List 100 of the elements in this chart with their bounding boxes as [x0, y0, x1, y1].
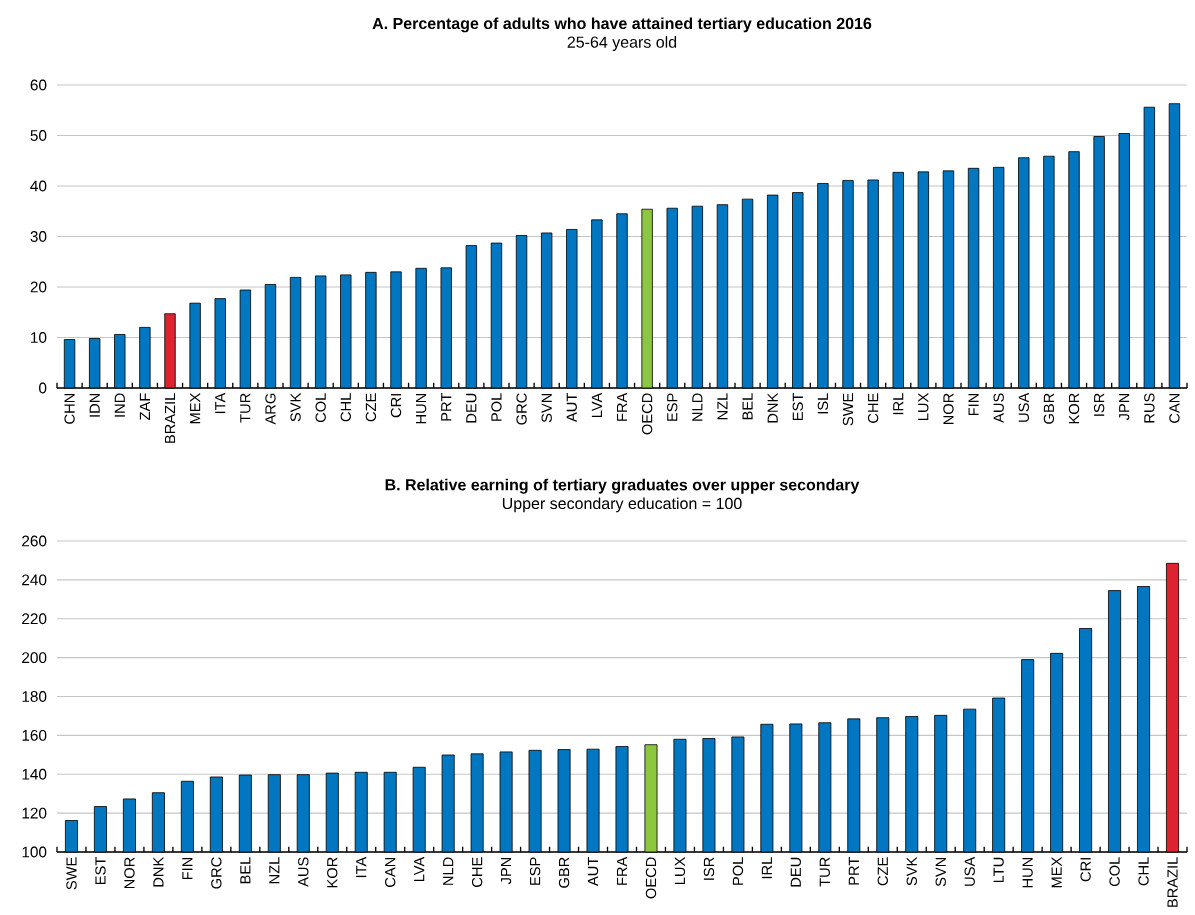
x-tick-label: LVA: [414, 856, 425, 882]
x-tick-label: SWE: [842, 393, 854, 426]
x-tick-label: ESP: [529, 857, 541, 885]
x-tick-label: DNK: [153, 856, 164, 887]
y-tick-label: 140: [22, 768, 47, 780]
y-tick-label: 50: [30, 130, 47, 141]
x-tick-label: AUS: [298, 857, 309, 887]
x-tick-label: AUT: [587, 857, 599, 887]
x-tick-label: CHN: [64, 393, 75, 424]
x-tick-label: GRC: [211, 857, 222, 889]
x-tick-label: HUN: [1022, 857, 1033, 888]
x-tick-label: DEU: [466, 393, 477, 423]
x-tick-label: CAN: [1169, 393, 1180, 423]
x-tick-label: BEL: [240, 857, 251, 884]
x-tick-label: NLD: [443, 857, 454, 885]
chart-subtitle: 25-64 years old: [567, 36, 677, 51]
y-tick-label: 180: [22, 691, 47, 702]
x-tick-label: LUX: [918, 393, 929, 421]
x-tick-label: HUN: [416, 393, 427, 424]
x-tick-label: POL: [732, 857, 744, 885]
x-tick-label: ISR: [1093, 393, 1105, 416]
x-tick-label: NOR: [943, 393, 954, 425]
x-tick-label: RUS: [1144, 393, 1155, 423]
x-tick-label: EST: [792, 393, 803, 421]
x-tick-label: CRI: [390, 394, 402, 418]
x-tick-label: KOR: [1068, 393, 1080, 424]
x-tick-label: ISR: [703, 857, 715, 880]
y-tick-label: 40: [30, 180, 47, 192]
x-tick-label: NLD: [692, 393, 703, 421]
y-tick-label: 240: [22, 574, 47, 586]
x-tick-label: CHL: [1138, 857, 1149, 886]
x-tick-label: IRL: [893, 393, 904, 415]
x-tick-label: USA: [1018, 392, 1029, 422]
x-tick-label: NZL: [269, 857, 280, 884]
x-tick-label: FIN: [182, 857, 193, 880]
y-tick-label: 260: [22, 535, 47, 547]
y-tick-label: 30: [30, 231, 47, 242]
x-tick-label: CRI: [1080, 858, 1091, 882]
y-tick-label: 200: [22, 652, 47, 664]
x-tick-label: FRA: [616, 856, 628, 885]
x-tick-label: PRT: [441, 393, 452, 421]
x-tick-label: JPN: [501, 857, 512, 885]
x-tick-label: OECD: [641, 393, 653, 435]
chart-subtitle: Upper secondary education = 100: [502, 497, 742, 513]
x-tick-label: CAN: [385, 857, 396, 887]
x-tick-label: ISL: [817, 393, 829, 414]
x-tick-label: BEL: [742, 393, 753, 420]
x-tick-label: CHE: [471, 857, 483, 887]
x-tick-label: PRT: [848, 857, 859, 885]
y-tick-label: 60: [30, 79, 47, 91]
y-tick-label: 0: [39, 382, 47, 394]
y-tick-label: 160: [22, 729, 47, 741]
x-tick-label: ZAF: [139, 393, 150, 420]
x-tick-label: LUX: [674, 857, 686, 885]
x-tick-label: IRL: [761, 857, 772, 879]
x-tick-label: DEU: [790, 857, 801, 887]
x-tick-label: USA: [964, 856, 975, 886]
x-tick-label: AUT: [566, 393, 577, 423]
chart-title: A. Percentage of adults who have attained tertiary education 2016: [372, 17, 872, 33]
x-tick-label: CZE: [877, 857, 888, 886]
x-tick-label: BRAZIL: [1167, 857, 1178, 907]
x-tick-label: POL: [491, 393, 502, 421]
y-tick-label: 120: [22, 807, 47, 819]
x-tick-label: TUR: [819, 857, 830, 887]
x-tick-label: GRC: [516, 393, 527, 425]
x-tick-label: DNK: [767, 392, 778, 423]
x-tick-label: ESP: [667, 393, 678, 421]
x-tick-label: CZE: [365, 393, 377, 422]
y-tick-label: 20: [30, 281, 47, 293]
x-tick-label: ITA: [356, 856, 367, 878]
x-tick-label: SVN: [935, 857, 946, 887]
y-tick-label: 10: [31, 332, 47, 343]
x-tick-label: FRA: [616, 392, 628, 421]
x-tick-label: IND: [114, 393, 125, 417]
x-tick-label: SVN: [541, 393, 552, 423]
x-tick-label: MEX: [1051, 857, 1062, 888]
x-tick-label: JPN: [1119, 393, 1130, 421]
x-tick-label: NZL: [717, 393, 728, 420]
y-tick-label: 220: [22, 613, 47, 625]
x-tick-label: SVK: [290, 392, 301, 422]
x-tick-label: LTU: [993, 857, 1004, 883]
x-tick-label: GBR: [558, 857, 570, 888]
x-tick-label: IDN: [89, 393, 100, 417]
x-tick-label: AUS: [993, 393, 1004, 423]
x-tick-label: FIN: [968, 393, 979, 416]
x-tick-label: ARG: [265, 393, 276, 425]
x-tick-label: TUR: [240, 393, 251, 423]
x-tick-label: LVA: [591, 392, 602, 418]
x-tick-label: CHE: [867, 393, 879, 423]
x-tick-label: MEX: [190, 393, 201, 424]
x-tick-label: GBR: [1043, 393, 1055, 424]
chart-title: B. Relative earning of tertiary graduates over upper secondary: [385, 478, 860, 494]
x-tick-label: OECD: [645, 857, 657, 899]
x-tick-label: SVK: [906, 856, 917, 886]
x-tick-label: BRAZIL: [164, 393, 176, 443]
x-tick-label: EST: [95, 857, 106, 885]
x-tick-label: COL: [1109, 857, 1120, 887]
x-tick-label: CHL: [340, 393, 351, 422]
x-tick-label: COL: [315, 393, 326, 423]
x-tick-label: KOR: [327, 857, 338, 888]
